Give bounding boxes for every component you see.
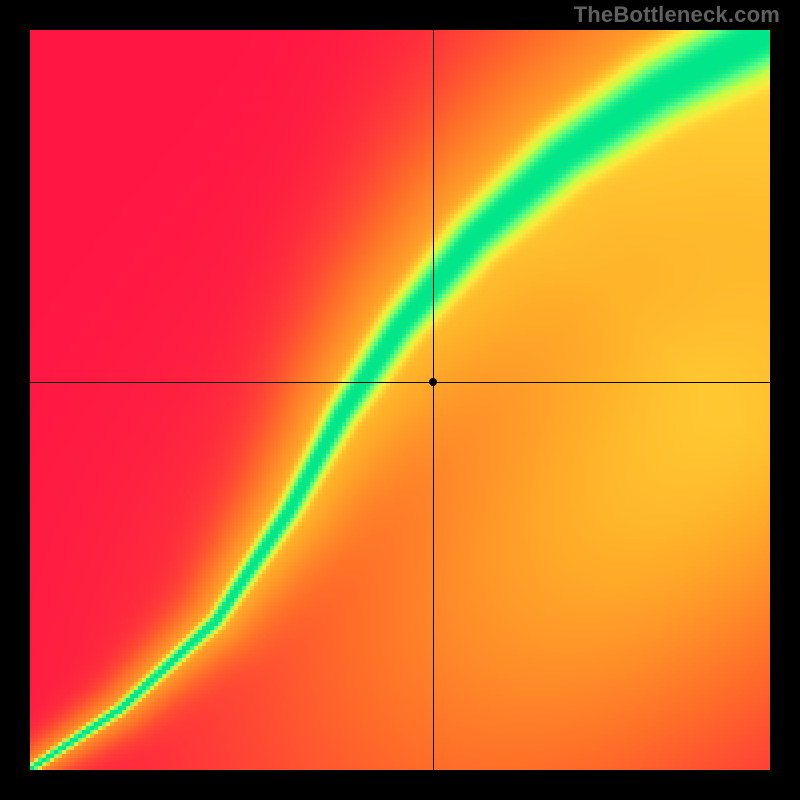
bottleneck-heatmap [30,30,770,770]
watermark-text: TheBottleneck.com [574,2,780,28]
